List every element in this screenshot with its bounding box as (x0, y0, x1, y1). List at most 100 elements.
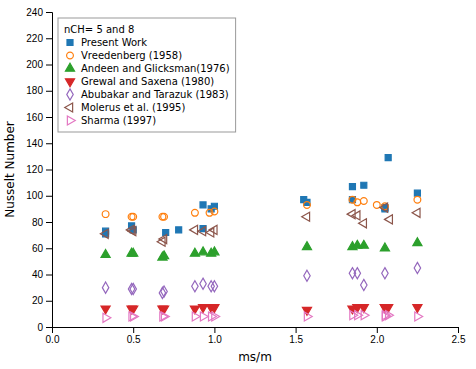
tick-label: 20 (32, 295, 44, 306)
tick-mark (46, 12, 52, 13)
point (128, 227, 136, 236)
point (211, 208, 218, 215)
point (102, 282, 108, 293)
tick-mark (377, 327, 378, 333)
series (100, 203, 420, 246)
point (385, 215, 393, 224)
legend-label: Present Work (81, 37, 147, 48)
legend-label: Molerus et al. (1995) (81, 102, 185, 113)
point (129, 248, 138, 256)
tick: 160 (26, 112, 52, 123)
tick-label: 2.0 (370, 334, 384, 345)
tick: 40 (32, 269, 52, 280)
tick-label: 180 (26, 85, 43, 96)
point (304, 202, 311, 209)
tick-mark (46, 327, 52, 328)
tick-label: 1.5 (289, 334, 303, 345)
legend-symbol (67, 40, 73, 46)
point (161, 312, 169, 321)
point (130, 283, 136, 294)
tick-label: 120 (26, 164, 43, 175)
tick: 2.0 (370, 327, 384, 345)
tick: 20 (32, 295, 52, 306)
point (361, 311, 369, 320)
point (211, 281, 217, 292)
tick-label: 200 (26, 59, 43, 70)
legend: nCH= 5 and 8 Present Work Vreedenberg (195… (58, 18, 236, 132)
point (176, 227, 182, 233)
tick-mark (46, 117, 52, 118)
legend-symbol (67, 89, 73, 100)
point (212, 312, 220, 321)
tick-mark (46, 65, 52, 66)
tick: 0.5 (127, 327, 141, 345)
tick-label: 240 (26, 7, 43, 18)
tick-mark (296, 327, 297, 333)
series (103, 155, 421, 237)
tick-mark (458, 327, 459, 333)
legend-label: Abubakar and Tarazuk (1983) (81, 89, 229, 100)
tick-label: 160 (26, 112, 43, 123)
x-axis: 0.00.51.01.52.02.5 (46, 327, 466, 345)
series (101, 238, 422, 260)
tick-label: 0 (37, 322, 43, 333)
plot: 0.00.51.01.52.02.50204060801001201401601… (26, 7, 466, 345)
legend-symbol (67, 52, 74, 59)
legend-title: nCH= 5 and 8 (64, 24, 134, 35)
tick-label: 140 (26, 138, 43, 149)
tick: 1.5 (289, 327, 303, 345)
point (359, 219, 367, 228)
point (159, 251, 168, 259)
point (352, 211, 360, 220)
tick: 0 (37, 322, 52, 333)
point (100, 229, 108, 238)
point (159, 213, 166, 220)
tick: 180 (26, 85, 52, 96)
point (413, 238, 422, 246)
tick: 0.0 (46, 327, 60, 345)
point (131, 312, 139, 321)
point (198, 227, 206, 236)
tick-mark (214, 327, 215, 333)
point (302, 242, 311, 250)
tick-mark (46, 170, 52, 171)
x-axis-title: ms/m (238, 350, 272, 364)
tick: 2.5 (452, 327, 466, 345)
tick-mark (46, 248, 52, 249)
axis-line (46, 13, 53, 328)
series (101, 305, 422, 316)
tick-mark (46, 196, 52, 197)
tick-mark (46, 222, 52, 223)
legend-label: Vreedenberg (1958) (81, 50, 182, 61)
tick: 100 (26, 190, 52, 201)
point (130, 213, 137, 220)
point (161, 213, 168, 220)
point (385, 155, 391, 161)
tick: 220 (26, 33, 52, 44)
point (414, 190, 420, 196)
legend-symbol (65, 79, 74, 87)
point (349, 184, 355, 190)
point (354, 268, 360, 279)
point (209, 225, 217, 234)
point (210, 247, 219, 255)
point (360, 198, 367, 205)
series (103, 311, 423, 323)
tick-label: 40 (32, 269, 44, 280)
series (102, 262, 420, 298)
point (101, 250, 110, 258)
point (159, 235, 167, 244)
tick-label: 220 (26, 33, 43, 44)
tick-label: 2.5 (452, 334, 466, 345)
points (100, 155, 422, 323)
point (103, 313, 111, 322)
legend-symbol (65, 63, 74, 71)
legend-symbol (67, 116, 75, 125)
tick-mark (46, 275, 52, 276)
point (200, 312, 208, 321)
point (304, 312, 312, 321)
point (192, 312, 200, 321)
tick: 240 (26, 7, 52, 18)
tick-label: 80 (32, 217, 44, 228)
y-axis-title: Nusselt Number (3, 121, 17, 218)
